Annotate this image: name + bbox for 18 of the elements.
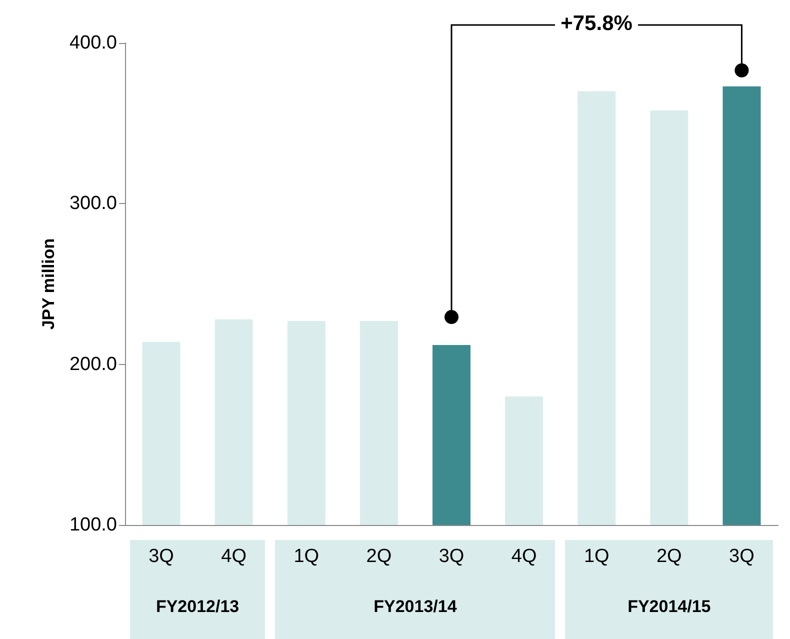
x-tick-label: 3Q bbox=[438, 546, 464, 567]
x-tick-label: 2Q bbox=[656, 546, 682, 567]
y-tick-label: 100.0 bbox=[69, 514, 117, 536]
y-tick-label: 300.0 bbox=[69, 193, 117, 214]
x-tick-label: 3Q bbox=[148, 546, 174, 567]
y-tick-label: 200.0 bbox=[69, 354, 117, 375]
text: FY2013/14 bbox=[372, 597, 458, 617]
text: FY2012/13 bbox=[154, 597, 240, 617]
x-tick-label: 4Q bbox=[221, 546, 247, 567]
y-axis-title: JPY million bbox=[39, 238, 58, 330]
text: +75.8% bbox=[554, 12, 638, 36]
x-tick-label: 1Q bbox=[294, 546, 320, 567]
y-tick-label: 400.0 bbox=[69, 32, 117, 54]
text: FY2014/15 bbox=[626, 597, 712, 617]
x-tick-label: 3Q bbox=[729, 546, 754, 567]
x-tick-label: 4Q bbox=[511, 546, 537, 567]
x-tick-label: 2Q bbox=[366, 546, 392, 567]
x-tick-label: 1Q bbox=[584, 546, 610, 567]
